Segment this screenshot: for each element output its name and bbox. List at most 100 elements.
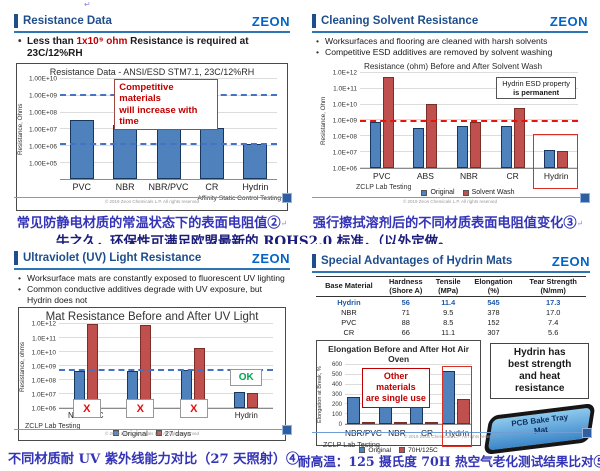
y-tick-label: 1.00E+08 — [28, 109, 57, 117]
gridline — [59, 379, 273, 381]
bar-Original-NBR — [456, 125, 468, 168]
y-axis: 1.0E+06 1.0E+07 1.0E+08 1.0E+09 1.0E+10 1.0E+… — [29, 321, 59, 413]
bar-value-NBR/PVC — [156, 125, 181, 180]
legend-swatch — [112, 430, 119, 437]
bar-group-PVC — [60, 79, 103, 180]
title-accent-bar — [312, 254, 316, 268]
chart-title: Resistance (ohm) Before and After Solven… — [363, 61, 543, 71]
table-cell: CR — [343, 327, 355, 337]
y-axis-title: Resistance, ohms — [19, 341, 26, 392]
gridline — [59, 323, 273, 325]
reference-dashed-line — [59, 368, 273, 371]
x-category-label: ABS — [416, 170, 434, 181]
bullet-text: Competitive ESD additives are removed by… — [325, 47, 553, 58]
table-cell: 8.5 — [443, 317, 454, 327]
legend-label: 27 days — [164, 428, 192, 438]
hydrin-highlight-box — [533, 133, 578, 189]
bar-Solvent Wash-ABS — [426, 103, 438, 168]
bullet-dot: • — [18, 273, 22, 283]
y-tick-label: 1.0E+06 — [332, 165, 357, 173]
elongation-chart: Elongation Before and After Hot Air Oven… — [316, 340, 482, 454]
y-tick-label: 1.0E+10 — [31, 349, 56, 357]
legend-label: Original — [368, 446, 392, 454]
y-tick-label: 1.00E+06 — [28, 143, 57, 151]
lab-testing-note: ZCLP Lab Testing — [323, 440, 380, 450]
y-tick-label: 1.0E+09 — [31, 363, 56, 371]
bar-group-NBR/PVC — [345, 365, 377, 425]
copyright-text: © 2019 Zeon Chemicals L.P. All rights re… — [104, 199, 200, 204]
caption-3: 不同材质耐 UV 紫外线能力对比（27 天照射）④↵ — [8, 448, 306, 467]
table-cell: 5.6 — [548, 327, 559, 337]
bar-70H/125C-NBR — [393, 421, 407, 425]
bullet-text: Worksurfaces and flooring are cleaned wi… — [325, 36, 548, 46]
x-category-label: NBR — [460, 170, 478, 181]
caption-text: 耐高温：125 摄氏度 70H 热空气老化测试结果比对⑤ — [298, 454, 600, 469]
callout-box: Hydrin ESD property is permanent — [496, 76, 576, 100]
bar-70H/125C-NBR/PVC — [361, 422, 375, 425]
bar-Original-PVC — [369, 122, 381, 168]
bar-27 days-NBR/PVC — [86, 324, 98, 409]
bar-27 days-Hydrin — [247, 392, 259, 409]
legend: Original 70H/125C — [359, 446, 438, 454]
bar-Original-Hydrin — [234, 392, 246, 409]
text-part: Resistance is required at — [127, 36, 249, 47]
caption-text: 强行擦拭溶剂后的不同材质表面电阻值变化③ — [312, 216, 577, 231]
table-row: CR 66 11.1 307 5.6 — [316, 327, 586, 337]
legend-swatch — [155, 430, 162, 437]
bar-Solvent Wash-PVC — [382, 77, 394, 168]
y-axis: 0 100 200 300 400 500 600 — [325, 362, 345, 428]
bar-group-CR — [190, 79, 233, 180]
y-tick-label: 1.0E+08 — [31, 377, 56, 385]
bar-value-Hydrin — [243, 144, 268, 180]
caption-text: 常见防静电材质的常温状态下的表面电阻值② — [16, 216, 281, 231]
slide-title: Ultraviolet (UV) Light Resistance — [23, 252, 202, 264]
gridline — [59, 351, 273, 353]
y-tick-label: 1.00E+07 — [28, 126, 57, 134]
caption-text: 不同材质耐 UV 紫外线能力对比（27 天照射）④ — [8, 452, 300, 467]
legend-label: 70H/125C — [408, 446, 438, 454]
lab-testing-note: ZCLP Lab Testing — [356, 183, 412, 191]
bullet-text: Common conductive additives degrade with… — [27, 284, 263, 305]
table-cell: 56 — [401, 297, 410, 307]
table-cell: 378 — [487, 307, 500, 317]
bar-Solvent Wash-NBR — [469, 122, 481, 168]
y-tick-label: 600 — [331, 362, 342, 369]
gridline — [345, 413, 473, 415]
page-number-badge — [580, 192, 590, 203]
plot-area: Competitive materials will increase with… — [60, 78, 277, 181]
bar-group-NBR — [447, 73, 491, 168]
legend-item: Original — [112, 429, 148, 438]
x-category-label: CR — [506, 170, 519, 181]
y-axis-title: Elongation at Break, % — [317, 366, 323, 424]
bullet-item: • Worksurface mats are constantly exposed… — [18, 273, 288, 283]
bar-70H/125C-CR — [425, 422, 439, 425]
x-category-label: NBR/PVC — [345, 428, 382, 439]
bar-group-CR — [491, 73, 535, 168]
copyright-text: © 2019 Zeon Chemicals L.P. All rights re… — [104, 431, 200, 436]
gridline — [59, 393, 273, 395]
x-category-label: CR — [421, 428, 434, 439]
x-axis-labels: NBR/PVC NBR CR Hydrin — [345, 425, 472, 440]
y-tick-label: 300 — [331, 392, 342, 399]
chart-title: Resistance Data - ANSI/ESD STM7.1, 23C/1… — [49, 67, 255, 78]
bar-70H/125C-Hydrin — [457, 398, 471, 425]
table-header-cell: Tear Strength (N/mm) — [520, 275, 586, 298]
gridline — [59, 337, 273, 339]
slide-header: Special Advantages of Hydrin Mats ZEON — [312, 253, 590, 273]
plot-area: Other materials are single use — [345, 364, 473, 448]
x-category-label: NBR/PVC — [148, 182, 189, 193]
bar-group-NBR/PVC — [59, 324, 113, 409]
gridline — [59, 365, 273, 367]
table-cell: NBR — [341, 307, 357, 317]
table-cell: Hydrin — [337, 297, 361, 307]
table-cell: 11.4 — [441, 297, 456, 307]
reference-dashed-line — [60, 143, 277, 146]
gridline — [345, 364, 473, 366]
gridline — [360, 151, 578, 153]
slide-header: Resistance Data ZEON — [14, 13, 290, 33]
bar-Original-ABS — [413, 128, 425, 168]
bullet-dot: • — [316, 47, 320, 58]
bullet-dot: • — [18, 284, 22, 295]
uv-resistance-chart: Mat Resistance Before and After UV Light… — [18, 307, 286, 442]
y-tick-label: 1.0E+11 — [32, 335, 56, 343]
